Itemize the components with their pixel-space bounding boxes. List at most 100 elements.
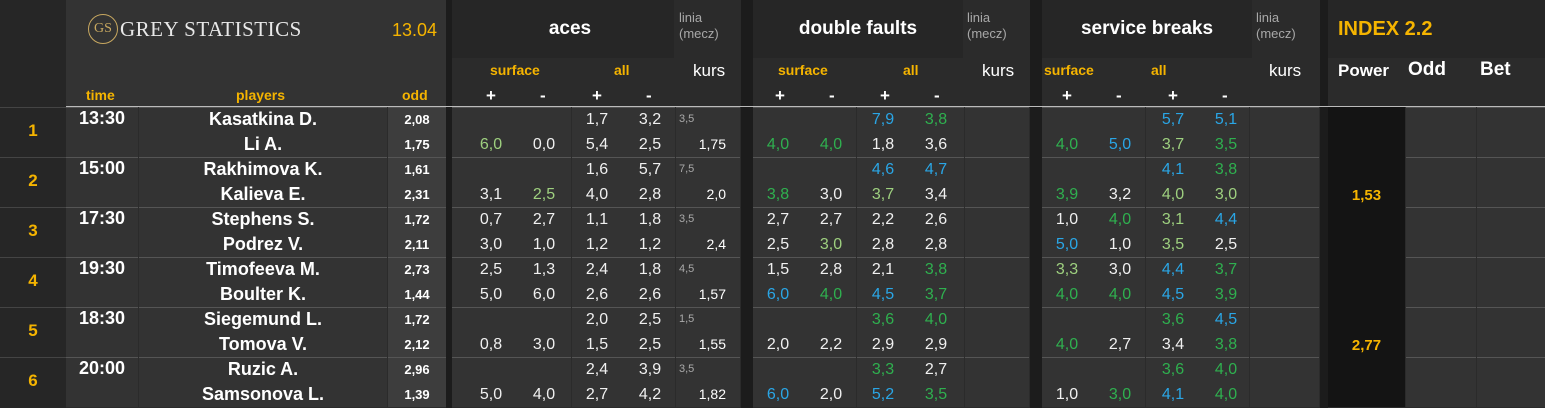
stat-cell-bg — [1042, 257, 1145, 307]
players-cell — [139, 157, 387, 207]
index-header-bg — [1328, 0, 1545, 58]
stat-cell-bg — [1250, 107, 1319, 157]
df-s-value: 4,0 — [819, 286, 843, 303]
player-1-name: Kasatkina D. — [208, 109, 318, 129]
sb-s-value: 1,0 — [1108, 236, 1132, 253]
sb-a-value: 4,5 — [1214, 311, 1238, 328]
stat-cell-bg — [1146, 107, 1249, 157]
stat-cell-bg — [452, 207, 571, 257]
odd-cell — [388, 157, 446, 207]
df-a-value: 2,1 — [871, 261, 895, 278]
stat-cell-bg — [753, 157, 856, 207]
aces-s-value: 5,0 — [479, 386, 503, 403]
stat-cell-bg — [965, 357, 1029, 407]
df-all-minus: - — [934, 86, 940, 105]
match-time: 18:30 — [78, 308, 126, 328]
player-1-odd: 2,73 — [404, 262, 430, 277]
player-2-name: Tomova V. — [218, 334, 308, 354]
sb-a-value: 5,1 — [1214, 111, 1238, 128]
power-value: 2,77 — [1351, 337, 1382, 354]
sb-a-value: 2,5 — [1214, 236, 1238, 253]
player-2-name: Podrez V. — [222, 234, 304, 254]
stat-cell-bg — [676, 257, 740, 307]
player-1-name: Ruzic A. — [227, 359, 299, 379]
column-header-bg — [66, 58, 446, 106]
stat-cell-bg — [965, 307, 1029, 357]
stat-cell-bg — [1042, 307, 1145, 357]
df-a-value: 3,3 — [871, 361, 895, 378]
sb-a-value: 4,1 — [1161, 161, 1185, 178]
stat-cell-bg — [676, 157, 740, 207]
stat-cell-bg — [1250, 257, 1319, 307]
sb-a-value: 4,0 — [1214, 386, 1238, 403]
aces-a-value: 1,1 — [585, 211, 609, 228]
stat-cell-bg — [857, 357, 964, 407]
stat-cell-bg — [452, 107, 571, 157]
df-s-value: 2,8 — [819, 261, 843, 278]
df-a-value: 2,7 — [924, 361, 948, 378]
player-2-odd: 2,12 — [404, 337, 430, 352]
sb-s-value: 1,0 — [1055, 386, 1079, 403]
df-kurs-header: kurs — [982, 61, 1015, 80]
bet-header: Bet — [1480, 59, 1511, 80]
match-time: 13:30 — [78, 108, 126, 128]
df-a-value: 3,7 — [924, 286, 948, 303]
row-index-cell — [0, 357, 66, 407]
stat-cell-bg — [452, 357, 571, 407]
sb-all-minus: - — [1222, 86, 1228, 105]
aces-a-value: 1,7 — [585, 111, 609, 128]
aces-a-value: 1,5 — [585, 336, 609, 353]
stat-cell-bg — [857, 157, 964, 207]
odd-index-cell — [1406, 107, 1476, 157]
player-1-odd: 1,61 — [404, 162, 430, 177]
odd-cell — [388, 257, 446, 307]
df-a-value: 3,6 — [924, 136, 948, 153]
df-a-value: 2,2 — [871, 211, 895, 228]
sb-a-value: 3,6 — [1161, 361, 1185, 378]
df-surface-plus: + — [775, 86, 785, 105]
sb-a-value: 4,4 — [1161, 261, 1185, 278]
power-header: Power — [1338, 61, 1390, 80]
sb-a-value: 4,5 — [1161, 286, 1185, 303]
row-number: 1 — [28, 121, 38, 140]
power-cell — [1328, 107, 1405, 157]
row-number: 4 — [28, 271, 38, 290]
sb-a-value: 3,8 — [1214, 336, 1238, 353]
row-number: 6 — [28, 371, 38, 390]
players-cell — [139, 257, 387, 307]
aces-s-value: 6,0 — [479, 136, 503, 153]
aces-a-value: 5,7 — [638, 161, 662, 178]
aces-s-value: 0,7 — [479, 211, 503, 228]
power-cell — [1328, 157, 1405, 207]
stat-cell-bg — [572, 157, 675, 207]
row-index-cell — [0, 107, 66, 157]
sb-a-value: 3,4 — [1161, 336, 1185, 353]
df-a-value: 3,6 — [871, 311, 895, 328]
aces-a-value: 2,7 — [585, 386, 609, 403]
time-cell — [66, 257, 138, 307]
bet-cell — [1477, 107, 1545, 157]
aces-s-value: 0,0 — [532, 136, 556, 153]
aces-a-value: 1,6 — [585, 161, 609, 178]
stat-cell-bg — [965, 257, 1029, 307]
df-a-value: 2,8 — [924, 236, 948, 253]
time-cell — [66, 107, 138, 157]
aces-line-value: 7,5 — [679, 163, 695, 175]
df-a-value: 4,5 — [871, 286, 895, 303]
sb-a-value: 3,1 — [1161, 211, 1185, 228]
bet-cell — [1477, 207, 1545, 257]
player-2-odd: 1,75 — [404, 137, 430, 152]
sb-a-value: 3,7 — [1214, 261, 1238, 278]
stat-cell-bg — [676, 207, 740, 257]
aces-line-value: 3,5 — [679, 363, 695, 375]
stat-cell-bg — [857, 207, 964, 257]
df-s-value: 1,5 — [766, 261, 790, 278]
players-header: players — [236, 87, 286, 103]
stat-cell-bg — [452, 157, 571, 207]
date-label: 13.04 — [392, 20, 438, 40]
aces-a-value: 3,9 — [638, 361, 662, 378]
df-all-plus: + — [880, 86, 890, 105]
sb-surface-minus: - — [1116, 86, 1122, 105]
stat-cell-bg — [1146, 207, 1249, 257]
stat-cell-bg — [857, 307, 964, 357]
